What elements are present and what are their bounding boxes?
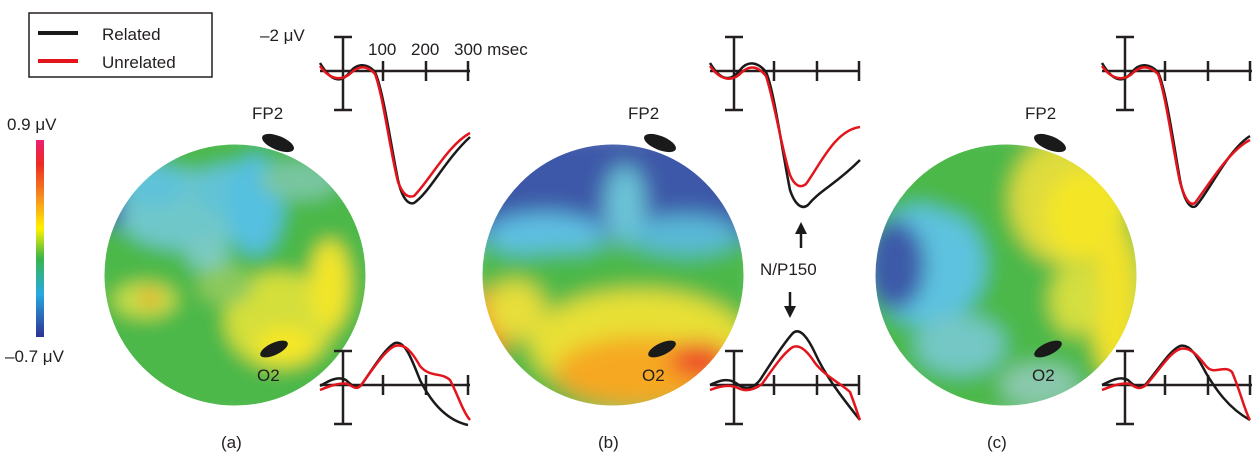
- trace-unrelated-occipital-c: [1101, 347, 1252, 421]
- amplitude-label-a: –2 μV: [260, 26, 305, 45]
- topomap-b: FP2 O2: [481, 104, 745, 407]
- arrow-down-head: [784, 306, 796, 318]
- axes-frontal-a: [320, 35, 470, 112]
- legend-label-unrelated: Unrelated: [102, 53, 176, 72]
- np150-annotation: N/P150: [760, 222, 817, 318]
- axes-frontal-c: [1102, 35, 1252, 112]
- tick-label-300: 300 msec: [454, 40, 528, 59]
- erp-occipital-c: [1101, 344, 1252, 426]
- panel-label-c: (c): [987, 433, 1007, 452]
- trace-related-occipital-b: [709, 330, 861, 421]
- erp-occipital-b: [709, 330, 862, 426]
- electrode-fp2-b: [644, 133, 676, 153]
- legend: Related Unrelated: [28, 12, 213, 78]
- legend-label-related: Related: [102, 25, 161, 44]
- erp-frontal-b: [708, 35, 861, 209]
- electrode-label-o2-a: O2: [257, 366, 280, 385]
- erp-frontal-c: [1100, 35, 1252, 209]
- color-scale-max-label: 0.9 μV: [7, 115, 57, 134]
- electrode-o2-b: [648, 340, 676, 358]
- electrode-fp2-a: [262, 133, 294, 153]
- panel-label-a: (a): [221, 433, 242, 452]
- electrode-label-o2-c: O2: [1032, 366, 1055, 385]
- trace-unrelated-frontal-b: [708, 65, 861, 188]
- tick-label-200: 200: [411, 40, 439, 59]
- erp-frontal-a: –2 μV 100 200 300 msec: [260, 26, 528, 205]
- trace-related-occipital-c: [1101, 344, 1251, 422]
- trace-related-frontal-b: [708, 62, 861, 209]
- arrow-up-head: [795, 222, 807, 234]
- panel-label-b: (b): [598, 433, 619, 452]
- axes-occipital-c: [1102, 349, 1252, 426]
- trace-unrelated-occipital-b: [709, 345, 862, 421]
- axes-occipital-b: [710, 349, 861, 426]
- electrode-label-o2-b: O2: [642, 366, 665, 385]
- electrode-label-fp2-b: FP2: [628, 104, 659, 123]
- electrode-fp2-c: [1034, 133, 1066, 153]
- trace-unrelated-occipital-a: [319, 344, 471, 421]
- trace-unrelated-frontal-c: [1100, 65, 1251, 205]
- electrode-o2-a: [260, 340, 288, 358]
- color-scale: 0.9 μV –0.7 μV: [5, 115, 65, 366]
- electrode-label-fp2-a: FP2: [252, 104, 283, 123]
- topomap-c: FP2 O2: [874, 104, 1138, 407]
- trace-unrelated-frontal-a: [318, 65, 471, 198]
- color-scale-bar: [36, 140, 44, 337]
- legend-box: [28, 12, 213, 78]
- color-scale-min-label: –0.7 μV: [5, 347, 65, 366]
- np150-label: N/P150: [760, 260, 817, 279]
- electrode-label-fp2-c: FP2: [1025, 104, 1056, 123]
- topomap-a: FP2 O2: [103, 104, 367, 407]
- electrode-o2-c: [1034, 340, 1062, 358]
- tick-label-100: 100: [368, 40, 396, 59]
- axes-occipital-a: [320, 349, 470, 426]
- erp-occipital-a: [319, 341, 471, 427]
- axes-frontal-b: [710, 35, 861, 112]
